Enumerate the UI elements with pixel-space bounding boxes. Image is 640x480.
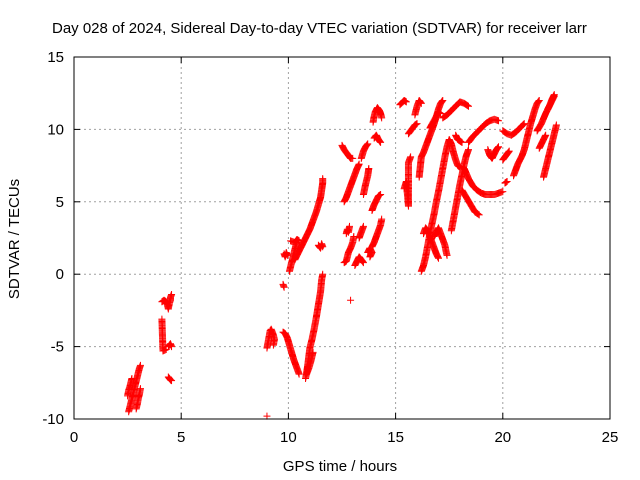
data-point [417,99,425,107]
x-tick-label: 25 [602,429,619,446]
data-point [349,154,357,162]
data-point [464,102,472,110]
y-tick-label: 0 [56,266,64,283]
data-point [280,283,288,291]
data-point [319,175,327,183]
data-point [359,259,367,267]
data-point [413,120,421,128]
chart-title: Day 028 of 2024, Sidereal Day-to-day VTE… [52,20,587,37]
x-tick-label: 5 [177,429,185,446]
data-point [437,109,445,117]
data-point [376,137,384,145]
data-point [263,412,271,420]
data-point [365,164,373,172]
data-point [417,99,425,107]
data-points [124,91,560,420]
data-point [504,149,512,157]
data-point [464,146,472,154]
data-point [520,120,528,128]
data-point [520,120,528,128]
data-point [128,374,136,382]
plot-frame [73,56,611,420]
data-point [319,270,327,278]
data-point [443,251,451,259]
data-point [378,215,386,223]
data-point [295,370,303,378]
data-point [346,222,354,230]
x-tick-label: 0 [70,429,78,446]
data-point [439,96,447,104]
data-point [438,98,446,106]
data-point [359,258,367,266]
data-point [366,253,374,261]
data-point [463,101,471,109]
data-point [166,375,174,383]
data-point [269,341,277,349]
data-point [416,98,424,106]
data-point [464,102,472,110]
data-point [363,141,371,149]
data-point [377,191,385,199]
data-point [550,91,558,99]
x-tick-label: 10 [280,429,297,446]
data-point [503,178,511,186]
data-point [347,296,355,304]
data-point [376,138,384,146]
y-tick-label: -10 [42,411,64,428]
data-point [458,138,466,146]
data-point [136,385,144,393]
y-tick-label: 5 [56,194,64,211]
data-point [283,251,291,259]
y-tick-label: -5 [51,339,64,356]
data-point [136,361,144,369]
data-point [168,377,176,385]
data-point [495,143,503,151]
data-point [494,144,502,151]
data-point [505,148,513,156]
data-point [377,138,385,146]
data-point [493,144,501,152]
data-point [359,222,367,230]
data-point [474,210,482,218]
data-point [358,257,366,265]
data-point [475,211,483,219]
y-axis-label: SDTVAR / TECUs [6,179,23,299]
data-point [319,243,327,251]
data-point [495,117,503,125]
data-point [438,97,446,105]
data-point [402,98,410,106]
data-point [519,121,527,129]
data-point [378,114,386,122]
data-point [499,188,507,196]
x-tick-label: 15 [387,429,404,446]
data-point [552,121,560,129]
data-point [355,160,363,168]
data-point [505,147,513,155]
y-tick-label: 15 [47,49,64,66]
grid [74,57,610,419]
data-point [535,97,543,105]
x-tick-label: 20 [494,429,511,446]
x-axis-label: GPS time / hours [283,458,397,475]
data-point [534,98,542,106]
data-point [542,131,550,139]
data-point [407,153,415,161]
data-point [168,290,176,298]
data-point [364,140,372,148]
y-tick-label: 10 [47,121,64,138]
data-point [168,343,176,351]
data-point [309,348,317,356]
data-point [434,254,442,262]
data-point [363,141,371,149]
data-point [535,96,543,104]
data-point [474,210,482,218]
